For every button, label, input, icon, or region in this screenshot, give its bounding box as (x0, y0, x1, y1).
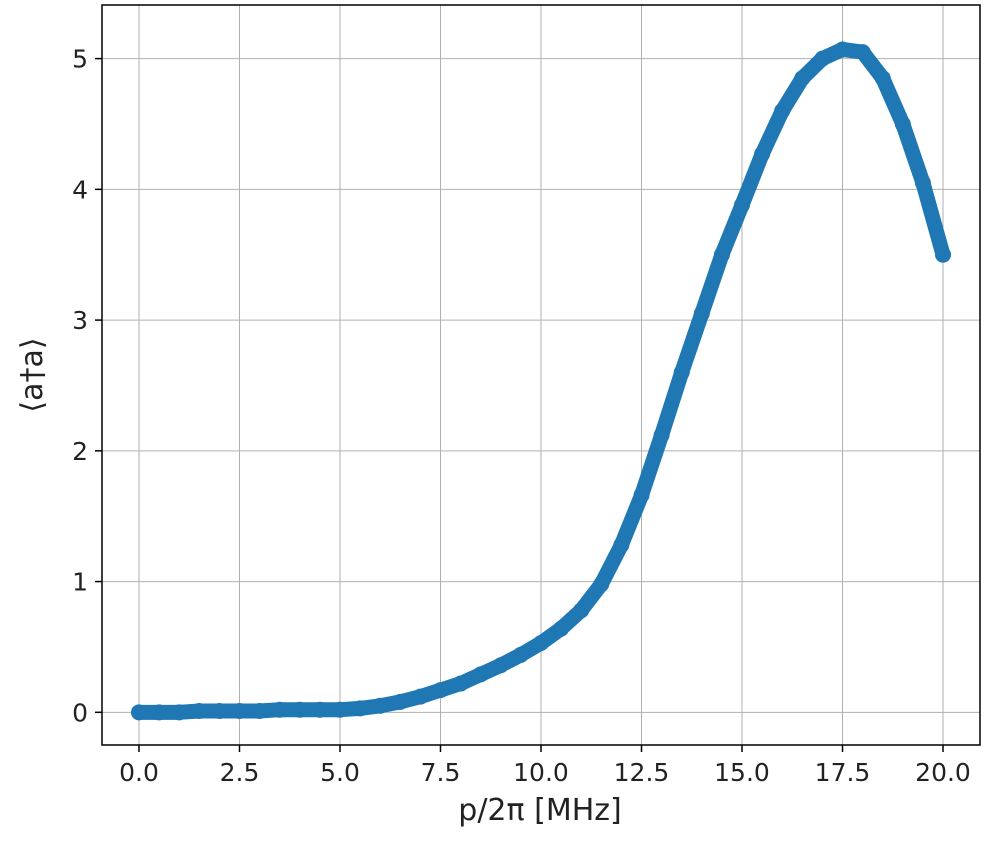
x-tick-label: 5.0 (320, 758, 360, 787)
data-point (392, 693, 409, 710)
y-tick-label: 4 (72, 175, 88, 204)
data-point (311, 701, 328, 718)
x-tick-label: 0.0 (119, 758, 159, 787)
y-tick-label: 1 (72, 568, 88, 597)
data-point (854, 44, 871, 61)
data-point (894, 115, 911, 132)
x-tick-label: 15.0 (714, 758, 770, 787)
data-point (191, 703, 208, 720)
data-point (734, 197, 751, 214)
data-point (693, 305, 710, 322)
x-tick-label: 7.5 (421, 758, 461, 787)
data-point (754, 146, 771, 163)
data-point (914, 174, 931, 191)
data-point (372, 697, 389, 714)
data-point (472, 666, 489, 683)
data-point (533, 635, 549, 652)
data-point (211, 703, 228, 720)
x-tick-label: 12.5 (614, 758, 670, 787)
data-point (291, 701, 308, 718)
x-tick-label: 17.5 (815, 758, 871, 787)
data-point (130, 704, 147, 721)
y-tick-label: 0 (72, 698, 88, 727)
data-point (352, 700, 369, 717)
x-tick-label: 2.5 (220, 758, 260, 787)
data-point (673, 364, 690, 381)
data-point (633, 487, 650, 504)
data-point (432, 682, 449, 699)
plot-frame (101, 4, 981, 746)
data-point (171, 704, 188, 721)
y-axis-label: ⟨a†a⟩ (15, 337, 50, 412)
data-point (653, 427, 670, 444)
data-point (452, 675, 469, 692)
data-point (774, 102, 791, 119)
data-point (231, 703, 248, 720)
data-point (834, 41, 851, 58)
x-axis-label: p/2π [MHz] (458, 793, 621, 828)
x-tick-label: 10.0 (513, 758, 569, 787)
x-tick-label: 20.0 (915, 758, 971, 787)
data-point (512, 646, 529, 663)
data-point (874, 70, 891, 87)
y-tick-label: 2 (72, 437, 88, 466)
y-tick-label: 3 (72, 306, 88, 335)
data-point (151, 704, 168, 721)
data-point (271, 701, 288, 718)
data-point (331, 701, 348, 718)
data-point (492, 657, 509, 674)
data-point (814, 50, 831, 67)
data-point (593, 576, 610, 593)
y-tick-label: 5 (72, 45, 88, 74)
data-point (573, 602, 590, 619)
data-point (794, 70, 811, 87)
data-point (713, 246, 730, 263)
data-point (553, 620, 570, 637)
data-point (935, 246, 952, 263)
data-point (613, 536, 630, 553)
data-point (251, 703, 268, 720)
data-point (412, 688, 429, 705)
